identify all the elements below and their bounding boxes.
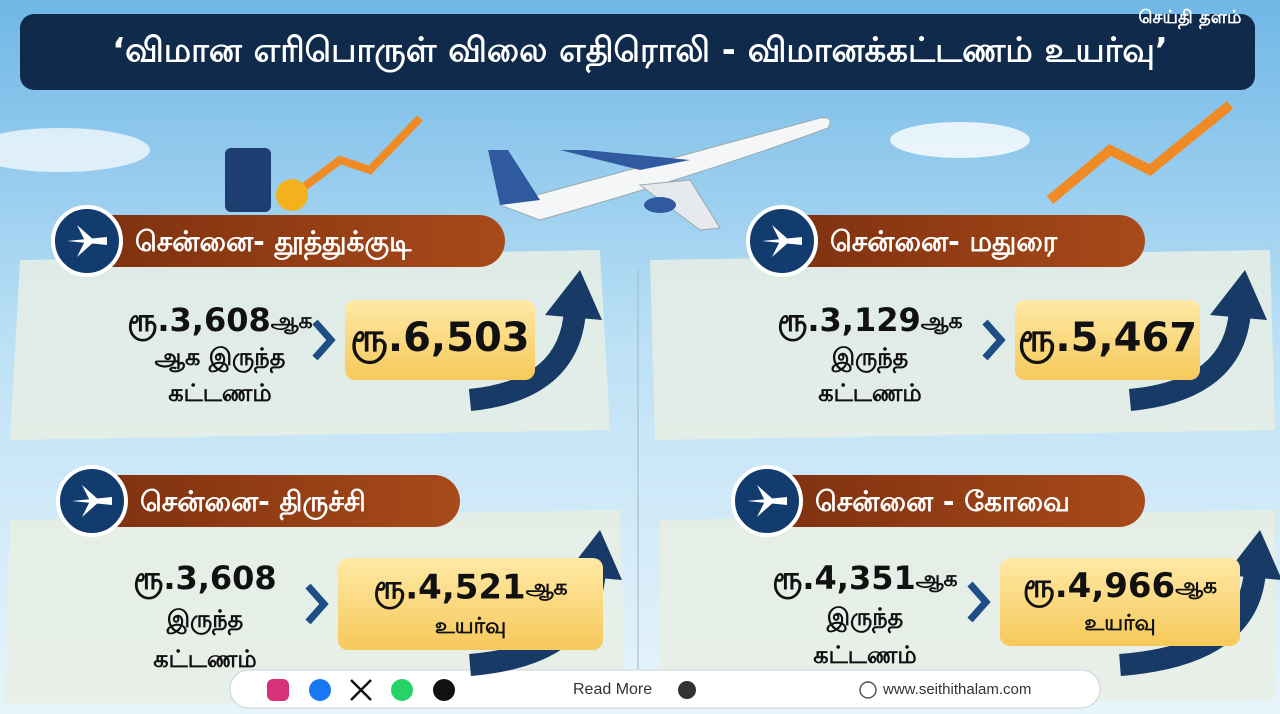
new-fare: ரூ.4,966ஆக xyxy=(1023,566,1217,608)
rise-arrow xyxy=(468,308,586,411)
x-icon[interactable] xyxy=(350,679,372,701)
new-amount: ரூ.4,966 xyxy=(1023,566,1175,608)
title: ‘விமான எரிபொருள் விலை எதிரொலி - விமானக்க… xyxy=(112,31,1168,74)
old-fare: ரூ.3,608 xyxy=(133,559,276,600)
old-fare-line: கட்டணம் xyxy=(153,645,256,673)
rise-arrow-head xyxy=(1210,270,1267,320)
plane-icon xyxy=(747,485,787,517)
rise-arrow-head xyxy=(545,270,602,320)
old-suffix: ஆக xyxy=(916,567,958,593)
old-fare: ரூ.3,129ஆக xyxy=(777,301,962,342)
old-fare-line: கட்டணம் xyxy=(818,379,921,407)
new-fare-line: உயர்வு xyxy=(1084,611,1155,636)
old-fare-line: கட்டணம் xyxy=(168,379,271,407)
old-amount: ரூ.3,608 xyxy=(127,301,270,342)
instagram-icon[interactable] xyxy=(267,679,289,701)
route-name: சென்னை - கோவை xyxy=(815,485,1070,518)
route-name: சென்னை- தூத்துக்குடி xyxy=(135,225,412,261)
new-fare-box xyxy=(338,558,603,650)
new-amount: ரூ.5,467 xyxy=(1018,315,1197,364)
read-more[interactable]: Read More xyxy=(573,681,652,698)
title-bar xyxy=(20,14,1255,90)
route-pill xyxy=(55,215,505,267)
trend-arrow xyxy=(1046,101,1234,204)
map xyxy=(10,250,610,440)
old-fare-line: இருந்த xyxy=(166,605,244,636)
old-amount: ரூ.3,608 xyxy=(133,559,276,600)
old-fare: ரூ.3,608ஆக xyxy=(127,301,312,342)
plane-icon xyxy=(762,225,802,257)
plane-icon xyxy=(67,225,107,257)
new-amount: ரூ.4,521 xyxy=(373,567,525,609)
whatsapp-icon[interactable] xyxy=(391,679,413,701)
new-fare-box xyxy=(345,300,535,380)
old-fare-line: இருந்த xyxy=(831,343,909,374)
old-fare-line: ஆக இருந்த xyxy=(155,343,286,374)
old-suffix: ஆக xyxy=(921,309,963,335)
old-fare: ரூ.4,351ஆக xyxy=(772,559,957,600)
chevron xyxy=(305,583,329,625)
old-amount: ரூ.4,351 xyxy=(772,559,915,600)
chevron xyxy=(982,319,1006,361)
route-name: சென்னை- மதுரை xyxy=(830,225,1058,261)
chevron xyxy=(967,581,991,623)
brand: செய்தி தளம் xyxy=(1139,7,1242,30)
new-amount: ரூ.6,503 xyxy=(350,315,529,364)
route-name: சென்னை- திருச்சி xyxy=(140,485,366,521)
airplane xyxy=(488,117,831,231)
cloud xyxy=(890,122,1030,158)
route-pill xyxy=(750,215,1145,267)
old-suffix: ஆக xyxy=(271,309,313,335)
new-fare-box xyxy=(1015,300,1200,380)
new-fare: ரூ.6,503 xyxy=(350,315,529,364)
read-more-icon[interactable] xyxy=(678,681,696,699)
cloud xyxy=(0,128,150,172)
fuel-pump xyxy=(225,148,271,212)
facebook-icon[interactable] xyxy=(309,679,331,701)
map xyxy=(650,250,1275,440)
new-fare-line: உயர்வு xyxy=(435,614,506,639)
globe-icon xyxy=(859,681,877,699)
new-suffix: ஆக xyxy=(526,575,568,601)
route-pill xyxy=(60,475,460,527)
threads-icon[interactable] xyxy=(433,679,455,701)
trend-arrow xyxy=(297,115,423,194)
plane-icon xyxy=(72,485,112,517)
rise-arrow xyxy=(1128,308,1251,411)
new-fare: ரூ.4,521ஆக xyxy=(373,567,567,609)
new-fare: ரூ.5,467 xyxy=(1018,315,1197,364)
old-fare-line: இருந்த xyxy=(826,603,904,634)
website[interactable]: www.seithithalam.com xyxy=(882,681,1031,698)
new-fare-box xyxy=(1000,558,1240,646)
new-suffix: ஆக xyxy=(1175,574,1217,600)
old-amount: ரூ.3,129 xyxy=(777,301,920,342)
route-pill xyxy=(735,475,1145,527)
old-fare-line: கட்டணம் xyxy=(813,641,916,669)
coin xyxy=(276,179,308,211)
chevron xyxy=(312,319,336,361)
